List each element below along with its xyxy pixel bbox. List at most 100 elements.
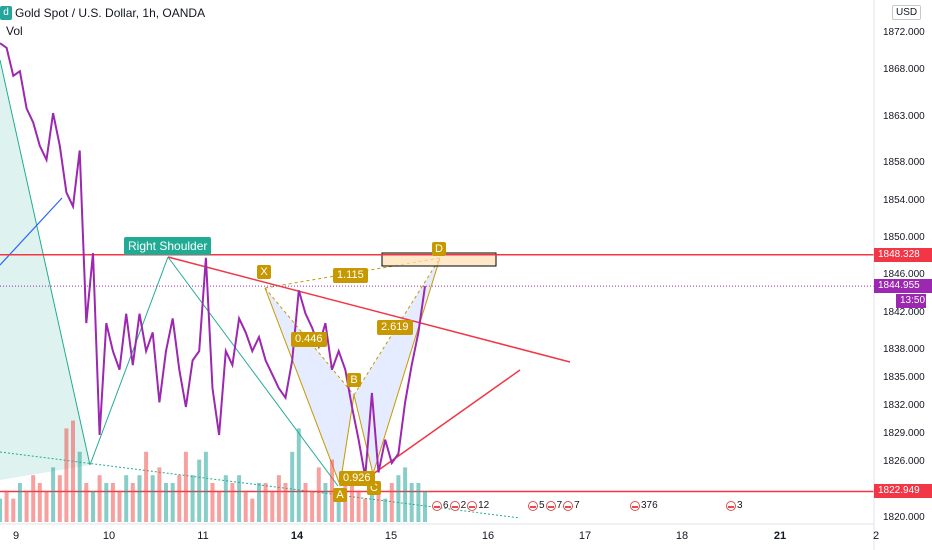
us-flag-icon [563, 500, 574, 511]
price-tick-label: 1863.000 [883, 110, 925, 122]
volume-bar [389, 483, 394, 522]
volume-bar [31, 475, 36, 522]
volume-bars [0, 420, 427, 522]
price-tick-label: 1850.000 [883, 232, 925, 244]
volume-bar [270, 490, 275, 522]
point-d-label[interactable]: D [432, 242, 446, 256]
event-group[interactable]: 3 [726, 500, 743, 511]
lower-line-price-label: 1822.949 [874, 484, 932, 499]
point-x-label[interactable]: X [257, 265, 271, 279]
volume-bar [363, 498, 368, 522]
time-tick-label: 9 [12, 530, 20, 542]
price-tick-label: 1820.000 [883, 512, 925, 523]
volume-bar [323, 483, 328, 522]
volume-bar [383, 498, 388, 522]
price-line [0, 42, 426, 478]
us-flag-icon [545, 500, 556, 511]
volume-bar [117, 490, 122, 522]
volume-bar [0, 498, 2, 522]
event-count: 7 [556, 500, 563, 511]
symbol-title: Gold Spot / U.S. Dollar, 1h, OANDA [15, 6, 206, 20]
volume-bar [283, 483, 288, 522]
time-tick-label: 21 [773, 530, 787, 542]
volume-bar [190, 475, 195, 522]
volume-bar [104, 483, 109, 522]
event-count: 12 [478, 500, 490, 511]
event-group[interactable]: 376 [630, 500, 658, 511]
currency-button[interactable]: USD [892, 5, 922, 20]
event-count: 7 [574, 500, 580, 511]
red-trendline-upper [167, 256, 571, 363]
event-group[interactable]: 6 2 12 [432, 500, 489, 511]
volume-bar [263, 483, 268, 522]
volume-bar [376, 483, 381, 522]
harmonic-fill-bcd [354, 258, 440, 474]
ratio-xd-label: 1.115 [333, 268, 368, 283]
price-tick-label: 1876.000 [877, 0, 932, 1]
volume-bar [51, 467, 56, 522]
volume-bar [4, 490, 9, 522]
pattern-fill-left [0, 60, 90, 480]
volume-bar [423, 490, 427, 522]
volume-bar [223, 475, 228, 522]
us-flag-icon [449, 500, 460, 511]
volume-bar [170, 483, 175, 522]
volume-bar [350, 475, 354, 522]
point-a-label[interactable]: A [333, 488, 347, 502]
right-shoulder-label[interactable]: Right Shoulder [124, 237, 212, 255]
point-b-label[interactable]: B [347, 373, 361, 387]
volume-bar [403, 467, 408, 522]
volume-bar [64, 428, 69, 522]
price-tick-label: 1846.000 [883, 269, 925, 281]
volume-bar [250, 498, 255, 522]
volume-bar [230, 483, 235, 522]
volume-bar [203, 451, 208, 522]
symbol-badge[interactable]: d [0, 6, 12, 20]
volume-bar [17, 483, 22, 522]
volume-bar [303, 483, 308, 522]
chart-header: d Gold Spot / U.S. Dollar, 1h, OANDA [0, 6, 205, 20]
price-tick-label: 1842.000 [883, 306, 925, 318]
volume-bar [356, 490, 361, 522]
volume-bar [336, 490, 341, 522]
volume-bar [343, 483, 348, 522]
event-count: 5 [539, 500, 545, 511]
volume-bar [369, 475, 374, 522]
volume-bar [330, 459, 334, 522]
harmonic-xb [264, 287, 355, 396]
volume-bar [164, 483, 168, 522]
us-flag-icon [726, 500, 736, 511]
pattern-line-shoulder-2 [167, 256, 339, 487]
volume-bar [409, 483, 414, 522]
ratio-bd-label: 2.619 [377, 320, 413, 335]
price-tick-label: 1854.000 [883, 194, 925, 206]
volume-bar [84, 483, 89, 522]
time-tick-label: 18 [675, 530, 689, 542]
volume-bar [276, 475, 281, 522]
volume-bar [77, 451, 82, 522]
us-flag-icon [630, 500, 640, 511]
volume-bar [197, 459, 202, 522]
current-price-label: 1844.955 [874, 279, 932, 294]
ratio-xb-label: 0.446 [291, 332, 327, 347]
upper-line-price-label: 1848.328 [874, 247, 932, 262]
volume-bar [177, 475, 182, 522]
time-tick-label: 15 [384, 530, 398, 542]
event-count: 3 [737, 500, 743, 511]
time-tick-label: 17 [578, 530, 592, 542]
volume-bar [210, 483, 215, 522]
volume-bar [110, 483, 115, 522]
price-tick-label: 1858.000 [883, 157, 925, 169]
volume-bar [44, 490, 49, 522]
event-count: 376 [641, 500, 658, 511]
price-tick-label: 1832.000 [883, 400, 925, 412]
volume-bar [11, 498, 16, 522]
volume-bar [257, 483, 261, 522]
price-tick-label: 1872.000 [883, 26, 925, 38]
price-tick-label: 1838.000 [883, 344, 925, 356]
ratio-ac-label: 0.926 [339, 471, 375, 486]
time-tick-label: 2 [872, 530, 880, 542]
volume-bar [97, 475, 102, 522]
